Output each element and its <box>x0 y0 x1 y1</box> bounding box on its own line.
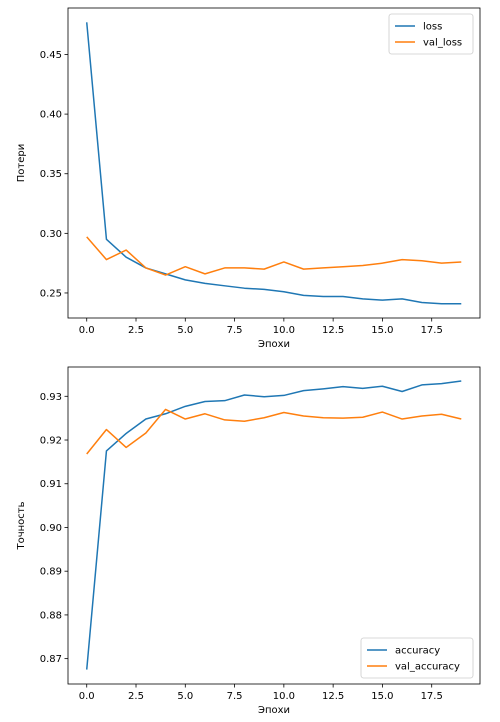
legend-label-val_accuracy: val_accuracy <box>395 662 460 673</box>
y-tick-label: 0.88 <box>40 610 62 621</box>
x-axis-label: Эпохи <box>258 339 290 350</box>
x-tick-label: 2.5 <box>128 325 144 336</box>
y-tick-label: 0.25 <box>40 288 62 299</box>
y-tick-label: 0.92 <box>40 436 62 447</box>
legend-label-accuracy: accuracy <box>395 646 440 657</box>
y-tick-label: 0.30 <box>40 229 62 240</box>
y-axis-label: Потери <box>16 144 27 182</box>
y-tick-label: 0.87 <box>40 654 62 665</box>
y-axis-label: Точность <box>16 501 27 550</box>
y-tick-label: 0.91 <box>40 479 62 490</box>
y-tick-label: 0.89 <box>40 567 62 578</box>
y-tick-label: 0.35 <box>40 169 62 180</box>
legend: loss val_loss <box>388 13 474 55</box>
y-tick-label: 0.90 <box>40 523 62 534</box>
x-axis-label: Эпохи <box>258 705 290 716</box>
x-tick-label: 17.5 <box>421 691 443 702</box>
x-tick-label: 10.0 <box>273 325 295 336</box>
series-line-accuracy <box>85 380 462 670</box>
legend-box <box>360 637 474 679</box>
x-tick-label: 15.0 <box>371 691 393 702</box>
x-tick-label: 7.5 <box>227 325 243 336</box>
x-tick-label: 2.5 <box>128 691 144 702</box>
x-tick-label: 12.5 <box>322 325 344 336</box>
legend-label-loss: loss <box>423 22 442 33</box>
x-tick-label: 17.5 <box>421 325 443 336</box>
y-tick-label: 0.40 <box>40 110 62 121</box>
accuracy-chart: 0.0 2.5 5.0 7.5 10.0 12.5 15.0 17.5 0.87 0.88 0.89… <box>16 366 481 716</box>
x-tick-label: 5.0 <box>177 691 193 702</box>
x-tick-label: 0.0 <box>79 325 95 336</box>
legend: accuracy val_accuracy <box>360 637 474 679</box>
series-line-val_accuracy <box>86 408 462 455</box>
x-tick-label: 5.0 <box>177 325 193 336</box>
y-tick-label: 0.93 <box>40 392 62 403</box>
legend-box <box>388 13 474 55</box>
y-tick-label: 0.45 <box>40 50 62 61</box>
x-tick-label: 15.0 <box>371 325 393 336</box>
series-line-val_loss <box>86 236 462 276</box>
x-tick-label: 7.5 <box>227 691 243 702</box>
loss-chart: 0.0 2.5 5.0 7.5 10.0 12.5 15.0 17.5 0.25 0.30 0.35… <box>16 7 481 350</box>
x-tick-label: 10.0 <box>273 691 295 702</box>
legend-label-val_loss: val_loss <box>423 38 462 49</box>
x-tick-label: 0.0 <box>79 691 95 702</box>
series-line-loss <box>85 22 462 305</box>
plot-frame <box>67 366 481 685</box>
x-tick-label: 12.5 <box>322 691 344 702</box>
plot-frame <box>67 7 481 319</box>
